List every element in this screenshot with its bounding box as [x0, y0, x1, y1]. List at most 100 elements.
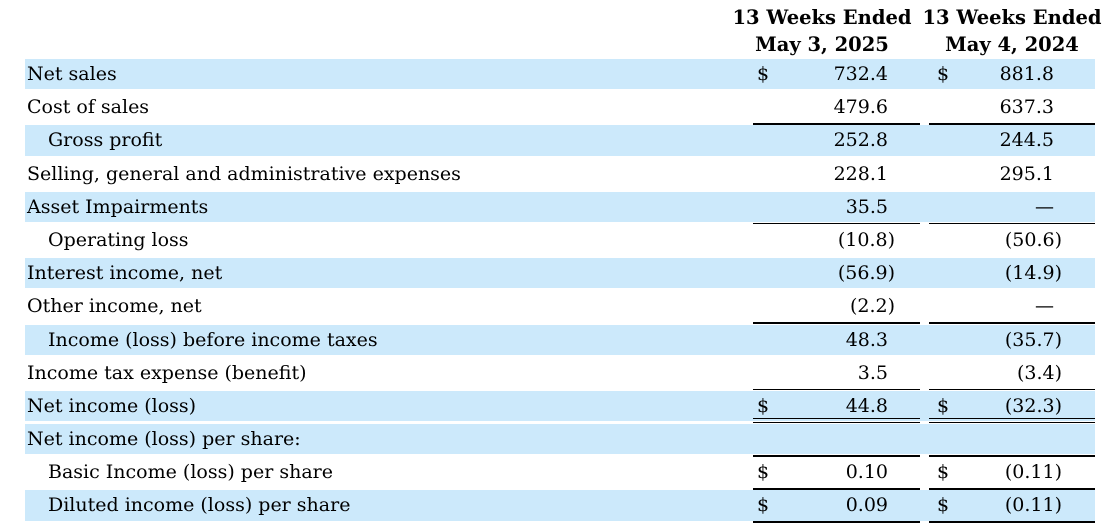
dollar-sign: $	[757, 461, 770, 484]
rule-line	[929, 521, 1095, 523]
value-cell-2025: 48.3	[753, 325, 921, 358]
value-cell-2024: $ 881.8	[929, 59, 1095, 92]
rule-line	[753, 417, 920, 420]
column-gap	[921, 424, 929, 457]
dollar-sign	[929, 325, 937, 358]
column-gap	[921, 391, 929, 424]
row-label: Income (loss) before income taxes	[48, 328, 378, 351]
value-2025: 732.4	[833, 63, 888, 85]
value-2025: 35.5	[845, 195, 888, 218]
rule-line	[929, 488, 1095, 490]
value-2025: (2.2)	[849, 295, 895, 318]
row-label: Interest income, net	[27, 262, 223, 285]
column-gap	[921, 59, 929, 92]
value-cell-2025: 252.8	[753, 125, 921, 158]
dollar-sign	[753, 291, 757, 324]
column-header-date-label: May 4, 2024	[945, 33, 1079, 56]
column-header-period-label: 13 Weeks Ended	[732, 6, 912, 29]
table-row: Gross profit 252.8 244.5	[25, 125, 1095, 158]
table-row: Diluted income (loss) per share $ 0.09 $…	[25, 490, 1095, 523]
value-2024: (50.6)	[1004, 228, 1062, 251]
dollar-sign	[753, 92, 757, 125]
table-row: Net income (loss) $ 44.8 $ (32.3)	[25, 390, 1095, 424]
value-2025: 228.1	[833, 162, 888, 185]
value-2024: 244.5	[999, 129, 1054, 152]
value-2025: (10.8)	[837, 228, 895, 251]
table-row: Basic Income (loss) per share $ 0.10 $ (…	[25, 457, 1095, 490]
row-label: Net income (loss) per share:	[27, 428, 301, 451]
row-label: Gross profit	[48, 129, 163, 152]
dollar-sign	[753, 125, 757, 158]
column-header-2025: 13 Weeks Ended May 3, 2025	[732, 4, 911, 58]
row-label: Selling, general and administrative expe…	[27, 162, 461, 185]
dollar-sign: $	[757, 394, 770, 417]
column-gap	[921, 92, 929, 125]
value-cell-2024: (3.4)	[929, 358, 1095, 391]
value-2024: (0.11)	[1004, 461, 1062, 484]
row-label: Net sales	[27, 63, 117, 85]
value-2025: 0.09	[845, 494, 888, 517]
column-gap	[921, 325, 929, 358]
value-cell-2025: $ 0.09	[753, 490, 921, 523]
value-cell-2025: $ 732.4	[753, 59, 921, 92]
dollar-sign	[753, 258, 757, 291]
value-2024: (0.11)	[1004, 494, 1062, 517]
row-label: Other income, net	[27, 295, 202, 318]
value-cell-2025: (10.8)	[753, 225, 921, 258]
rule-line	[753, 388, 920, 391]
value-cell-2025: 3.5	[753, 358, 921, 391]
rule-line	[929, 222, 1095, 225]
value-cell-2024: 637.3	[929, 92, 1095, 125]
value-cell-2025: (2.2)	[753, 291, 921, 324]
value-2025: 3.5	[857, 361, 888, 384]
dollar-sign	[753, 225, 757, 258]
table-row: Other income, net (2.2) —	[25, 291, 1095, 324]
dollar-sign	[929, 258, 937, 291]
table-row: Net sales $ 732.4 $ 881.8	[25, 59, 1095, 92]
rule-line	[929, 454, 1095, 457]
dollar-sign	[929, 92, 937, 125]
value-cell-2025: 228.1	[753, 159, 921, 192]
rule-line	[753, 421, 920, 424]
value-2024: —	[1035, 195, 1054, 218]
value-2024: (32.3)	[1004, 394, 1062, 417]
row-label: Income tax expense (benefit)	[27, 361, 307, 384]
column-gap	[921, 291, 929, 324]
dollar-sign	[753, 325, 757, 358]
column-header-period-label: 13 Weeks Ended	[922, 6, 1102, 29]
value-cell-2024: —	[929, 192, 1095, 225]
dollar-sign	[929, 291, 937, 324]
column-gap	[921, 457, 929, 490]
table-row: Asset Impairments 35.5 —	[25, 191, 1095, 225]
value-2025: 252.8	[833, 129, 888, 152]
row-label: Cost of sales	[27, 96, 150, 119]
value-cell-2025: $ 0.10	[753, 457, 921, 490]
dollar-sign	[929, 358, 937, 391]
value-cell-2025: 479.6	[753, 92, 921, 125]
column-gap	[921, 490, 929, 523]
rule-line	[753, 322, 920, 324]
table-row: Interest income, net (56.9) (14.9)	[25, 258, 1095, 291]
column-gap	[921, 192, 929, 225]
value-cell-2025: 35.5	[753, 192, 921, 225]
table-row: Cost of sales 479.6 637.3	[25, 92, 1095, 125]
rule-line	[929, 123, 1095, 125]
value-cell-2024: (14.9)	[929, 258, 1095, 291]
value-2024: (14.9)	[1004, 262, 1062, 285]
rule-line	[753, 454, 920, 457]
value-2024: (35.7)	[1004, 328, 1062, 351]
table-row: Income (loss) before income taxes 48.3 (…	[25, 324, 1095, 358]
value-cell-2025: $ 44.8	[753, 391, 921, 424]
table-row: Net income (loss) per share:	[25, 424, 1095, 457]
rule-line	[929, 421, 1095, 424]
rule-line	[929, 388, 1095, 391]
value-2024: 881.8	[999, 63, 1054, 85]
column-gap	[921, 358, 929, 391]
column-header-2024: 13 Weeks Ended May 4, 2024	[922, 4, 1101, 58]
value-cell-2024: $ (0.11)	[929, 490, 1095, 523]
dollar-sign: $	[757, 494, 770, 517]
value-cell-2024: 295.1	[929, 159, 1095, 192]
column-gap	[921, 125, 929, 158]
dollar-sign	[753, 192, 757, 225]
